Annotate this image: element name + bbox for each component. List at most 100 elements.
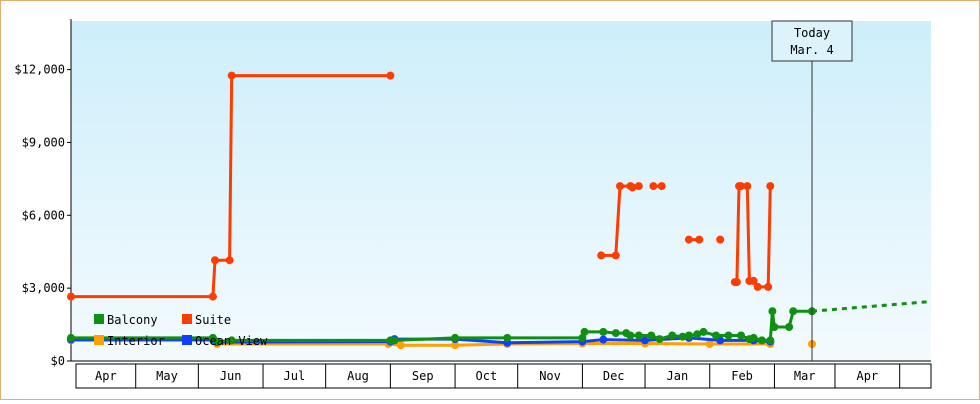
data-point (634, 331, 643, 340)
data-point (386, 71, 395, 80)
x-tick-label: Feb (731, 369, 753, 383)
legend-swatch (94, 314, 104, 324)
legend-label: Ocean View (195, 334, 268, 348)
data-point (712, 331, 720, 340)
legend-swatch (182, 314, 192, 324)
data-point (768, 307, 777, 316)
data-point (732, 278, 741, 287)
data-point (695, 235, 704, 244)
data-point (657, 182, 666, 191)
y-tick-label: $6,000 (22, 208, 65, 222)
data-point (785, 323, 794, 331)
x-tick-label: May (156, 369, 178, 383)
series-layer (67, 71, 932, 350)
data-point (641, 336, 649, 345)
x-tick-label: Nov (539, 369, 561, 383)
data-point (67, 333, 75, 342)
legend-swatch (182, 335, 192, 345)
data-point (611, 251, 620, 260)
y-tick-label: $9,000 (22, 135, 65, 149)
x-tick-label: Dec (603, 369, 625, 383)
legend-swatch (94, 335, 104, 345)
data-point (684, 331, 693, 340)
x-tick-label: Apr (856, 369, 878, 383)
data-point (737, 182, 745, 191)
data-point (396, 341, 405, 350)
data-point (225, 256, 234, 265)
legend-label: Interior (107, 334, 165, 348)
x-tick-label: Jun (220, 369, 242, 383)
x-axis: Apr May Jun Jul Aug Sep Oct Nov Dec Jan Feb Mar Apr (71, 360, 932, 389)
x-tick-label: Sep (412, 369, 434, 383)
data-point (599, 335, 608, 344)
data-point (749, 333, 758, 342)
data-point (749, 276, 758, 285)
legend-label: Suite (195, 313, 231, 327)
data-point (647, 331, 656, 340)
legend-label: Balcony (107, 313, 158, 327)
data-point (766, 336, 775, 345)
data-point (578, 333, 587, 342)
data-point (634, 182, 643, 191)
today-label: Today (794, 26, 830, 40)
series-line (71, 74, 391, 299)
data-point (678, 332, 687, 341)
data-point (770, 323, 779, 331)
x-tick-label: Aug (347, 369, 369, 383)
x-tick-label: Jan (667, 369, 689, 383)
data-point (67, 292, 75, 301)
data-point (693, 330, 702, 339)
data-point (716, 235, 725, 244)
today-callout (771, 20, 853, 62)
data-point (668, 331, 677, 340)
data-point (227, 336, 236, 345)
data-point (213, 337, 222, 346)
data-point (743, 182, 752, 191)
data-point (227, 71, 236, 80)
data-point (649, 182, 658, 191)
data-point (789, 307, 798, 316)
series-line (71, 336, 771, 345)
y-tick-label: $12,000 (14, 63, 65, 77)
series-balcony (67, 307, 816, 346)
x-tick-label: Oct (476, 369, 498, 383)
today-marker: Today Mar. 4 (771, 20, 853, 361)
today-date: Mar. 4 (790, 43, 833, 57)
data-point (705, 340, 714, 348)
data-point (597, 251, 606, 260)
legend: Interior Ocean View Balcony Suite (94, 313, 268, 348)
data-point (757, 336, 766, 345)
x-tick-label: Apr (95, 369, 117, 383)
data-point (628, 183, 637, 192)
y-tick-label: $3,000 (22, 281, 65, 295)
plot-area (71, 21, 931, 361)
data-point (724, 331, 733, 340)
data-point (580, 327, 589, 336)
data-point (764, 282, 773, 291)
data-point (451, 333, 460, 342)
data-point (684, 235, 693, 244)
data-point (753, 282, 762, 291)
x-tick-label: Mar (794, 369, 816, 383)
y-tick-label: $0 (51, 354, 65, 368)
data-point (390, 336, 399, 345)
data-point (626, 331, 635, 340)
data-point (451, 341, 460, 350)
x-axis-band (75, 363, 932, 389)
data-point (611, 329, 620, 338)
data-point (655, 335, 664, 344)
series-suite (67, 71, 775, 301)
data-point (766, 182, 775, 191)
data-point (211, 256, 219, 265)
data-point (599, 327, 608, 336)
data-point (737, 331, 745, 340)
y-axis: $0 $3,000 $6,000 $9,000 $12,000 (14, 19, 72, 368)
data-point (208, 292, 217, 301)
series-line (71, 309, 812, 344)
data-point (503, 333, 512, 342)
data-point (699, 327, 708, 336)
x-tick-label: Jul (284, 369, 306, 383)
data-point (616, 182, 624, 191)
